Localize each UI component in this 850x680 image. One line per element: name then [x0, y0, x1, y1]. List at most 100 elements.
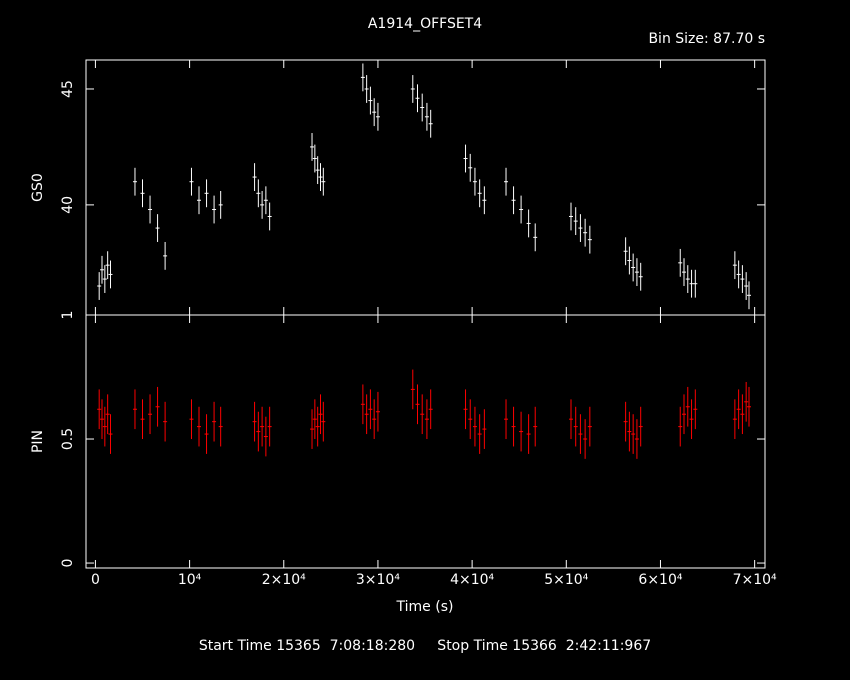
data-point	[218, 190, 223, 219]
data-point	[105, 251, 110, 280]
time-footer: Start Time 15365 7:08:18:280 Stop Time 1…	[199, 638, 651, 654]
data-point	[511, 186, 516, 215]
y-axis-label: GS0	[30, 173, 46, 202]
data-point	[315, 156, 320, 185]
data-point	[583, 218, 588, 247]
data-point	[321, 401, 326, 442]
y-tick-label: 40	[60, 196, 76, 214]
data-point	[204, 414, 209, 454]
data-point	[477, 414, 482, 454]
data-point	[372, 98, 377, 127]
x-tick-label: 6×10⁴	[638, 572, 682, 588]
data-point	[428, 389, 433, 430]
data-point	[519, 195, 524, 224]
data-point	[155, 386, 160, 427]
data-point	[267, 202, 272, 231]
x-tick-label: 3×10⁴	[356, 572, 400, 588]
data-point	[569, 202, 573, 231]
data-point	[97, 272, 102, 300]
data-point	[420, 394, 425, 435]
data-point	[310, 133, 315, 161]
data-point	[197, 186, 202, 215]
bin-size: Bin Size: 87.70 s	[648, 31, 765, 47]
data-point	[623, 401, 628, 442]
data-point	[477, 179, 482, 208]
x-tick-label: 4×10⁴	[450, 572, 494, 588]
data-point	[740, 394, 745, 435]
data-point	[140, 179, 145, 208]
data-point	[631, 414, 636, 454]
data-point	[569, 399, 573, 440]
data-point	[573, 207, 578, 236]
data-point	[504, 399, 509, 440]
data-point	[682, 258, 687, 287]
data-point	[463, 389, 468, 430]
data-point	[197, 406, 202, 447]
data-point	[318, 163, 323, 191]
data-point	[732, 399, 737, 440]
data-point	[634, 419, 639, 459]
data-point	[312, 399, 317, 440]
data-point	[587, 406, 592, 447]
data-point	[204, 179, 209, 208]
data-point	[163, 241, 168, 270]
data-point	[218, 406, 223, 447]
data-point	[685, 386, 690, 427]
data-point	[256, 179, 261, 208]
data-point	[163, 401, 168, 442]
data-point	[360, 63, 365, 92]
data-point	[627, 411, 632, 452]
data-point	[463, 144, 468, 173]
data-point	[482, 409, 487, 449]
data-point	[260, 190, 265, 219]
data-point	[468, 399, 473, 440]
data-point	[638, 406, 643, 447]
data-point	[533, 223, 538, 252]
data-point	[189, 399, 194, 440]
data-point	[526, 414, 531, 454]
data-point	[368, 389, 373, 430]
data-point	[212, 401, 217, 442]
data-point	[736, 260, 741, 289]
data-point	[368, 86, 373, 115]
data-point	[678, 406, 683, 447]
data-point	[364, 75, 369, 103]
data-point	[482, 186, 487, 215]
data-point	[678, 248, 683, 277]
data-point	[634, 258, 639, 287]
data-point	[415, 384, 420, 425]
data-point	[526, 209, 531, 238]
panel-frame	[85, 314, 766, 569]
data-point	[97, 389, 102, 430]
data-point	[108, 260, 113, 289]
x-tick-label: 5×10⁴	[544, 572, 588, 588]
data-point	[375, 391, 380, 432]
data-point	[318, 394, 323, 435]
data-point	[533, 406, 538, 447]
data-point	[256, 411, 261, 452]
data-point	[740, 265, 745, 293]
panel-frame	[85, 59, 766, 316]
data-point	[587, 225, 592, 254]
data-point	[105, 394, 110, 435]
data-point	[693, 389, 698, 430]
data-point	[682, 394, 687, 435]
data-point	[140, 399, 145, 440]
data-point	[132, 167, 137, 196]
y-tick-label: 45	[60, 80, 76, 98]
data-point	[102, 265, 107, 293]
data-point	[573, 406, 578, 447]
data-point	[623, 237, 628, 266]
data-point	[511, 406, 516, 447]
data-point	[212, 195, 217, 224]
data-point	[375, 102, 380, 131]
data-point	[263, 186, 268, 215]
x-tick-label: 7×10⁴	[733, 572, 777, 588]
data-point	[310, 409, 315, 449]
data-point	[472, 167, 477, 196]
data-point	[189, 167, 194, 196]
data-point	[468, 153, 473, 182]
data-point	[410, 369, 415, 410]
